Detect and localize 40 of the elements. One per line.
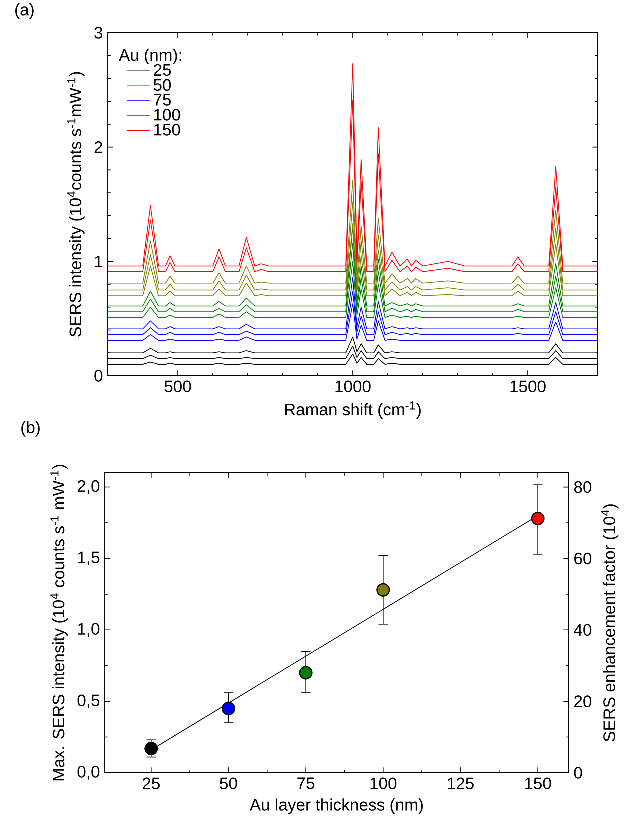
legend-label: 75 (154, 94, 172, 106)
y-tick-label: 0 (94, 370, 103, 382)
y-tick-label: 1 (95, 256, 102, 268)
y-axis-title: Max. SERS intensity (10$^{4}$ counts s$^{-1}$ mW$^{-1}$) (50, 465, 68, 781)
y2-axis-title: SERS enhancement factor (10$^{4}$) (601, 504, 619, 742)
x-tick-label: 125 (448, 778, 474, 790)
legend-label: 100 (154, 109, 180, 121)
legend-label: 150 (154, 124, 180, 136)
point (299, 666, 313, 680)
legend-label: 25 (154, 64, 172, 76)
point (531, 512, 545, 526)
y2-tick-label: 80 (574, 481, 592, 494)
chart-title: (a) (16, 4, 34, 20)
chart-title: (b) (22, 421, 40, 437)
y2-tick-label: 0 (574, 767, 582, 779)
y-tick-label: 2 (94, 142, 102, 154)
y-tick-label: 2,0 (78, 480, 100, 494)
x-tick-label: 500 (164, 380, 192, 393)
legend-title: Au (nm): (119, 48, 182, 64)
y-axis-title: SERS intensity (10$^{4}$counts s$^{-1}$mW$^{-1}$) (68, 72, 85, 337)
x-tick-label: 100 (370, 778, 397, 790)
x-tick-label: 25 (142, 778, 160, 790)
y-tick-label: 1,0 (78, 623, 100, 638)
x-tick-label: 150 (525, 778, 552, 790)
y-tick-label: 0,0 (78, 766, 100, 780)
x-tick-label: 75 (298, 778, 315, 790)
x-tick-label: 1000 (336, 380, 371, 393)
x-tick-label: 1500 (510, 380, 546, 393)
point (222, 702, 236, 716)
x-tick-label: 50 (220, 778, 238, 790)
y-tick-label: 3 (94, 27, 103, 39)
x-axis-title: Au layer thickness (nm) (250, 798, 423, 814)
y-tick-label: 0,5 (78, 694, 100, 708)
y-tick-label: 1,5 (78, 552, 100, 566)
y2-tick-label: 20 (574, 696, 592, 708)
y2-tick-label: 40 (574, 624, 592, 636)
point (376, 583, 390, 597)
y2-tick-label: 60 (574, 552, 592, 565)
legend-label: 50 (154, 79, 172, 92)
x-axis-title: Raman shift (cm$^{-1}$) (285, 402, 421, 419)
